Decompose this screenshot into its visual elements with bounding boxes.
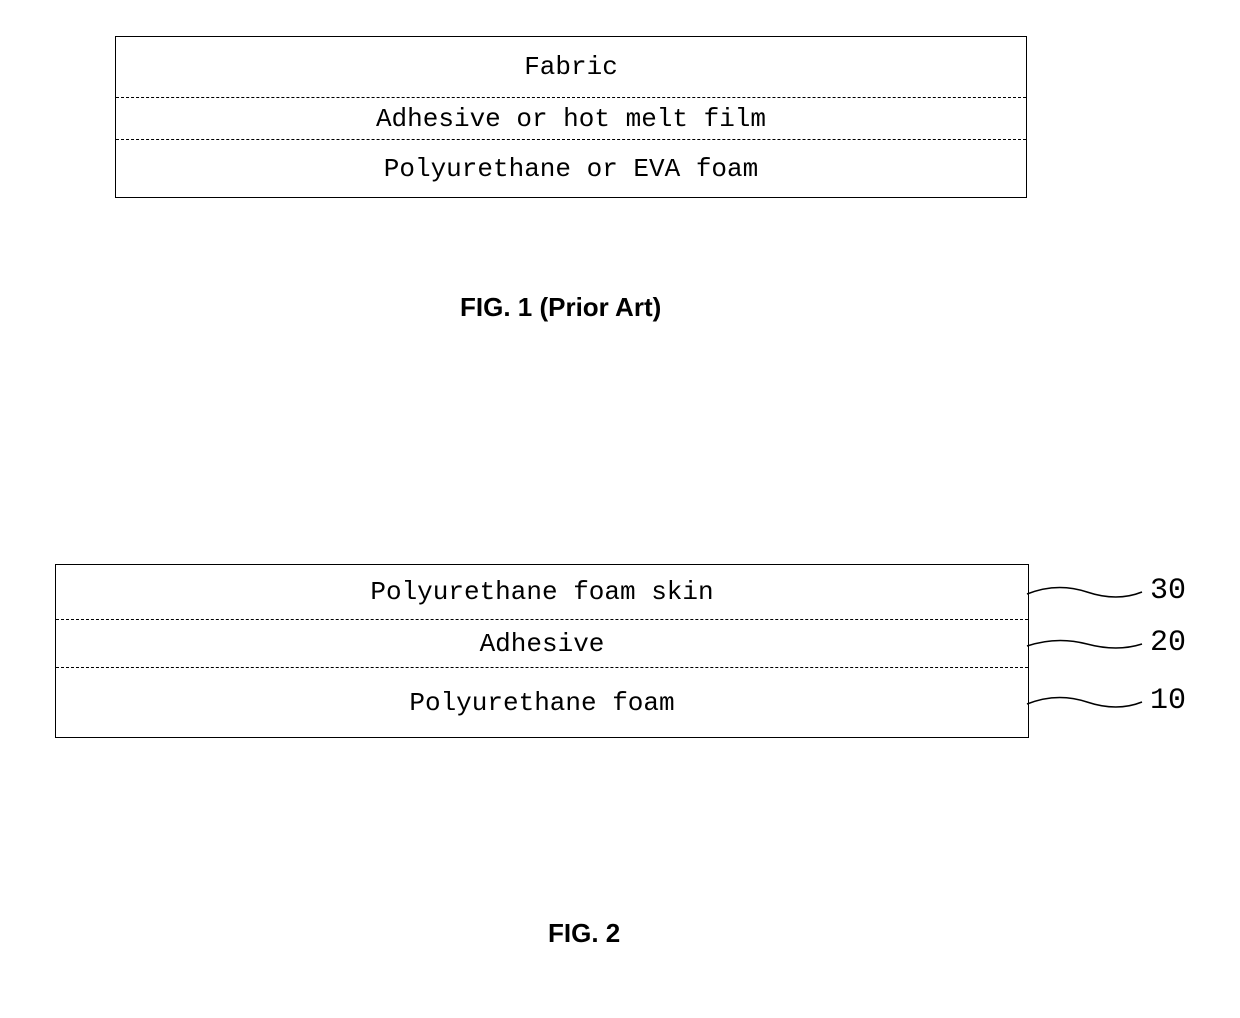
ref-10: 10	[1150, 684, 1186, 718]
ref-20: 20	[1150, 626, 1186, 660]
fig2-layer-foam: Polyurethane foam	[56, 667, 1028, 737]
leader-30	[1027, 582, 1142, 602]
fig1-layer-adhesive: Adhesive or hot melt film	[116, 97, 1026, 139]
fig2-layer-foam-label: Polyurethane foam	[409, 688, 674, 718]
leader-20	[1027, 634, 1142, 654]
figure2-caption: FIG. 2	[548, 918, 620, 949]
fig1-layer-adhesive-label: Adhesive or hot melt film	[376, 104, 766, 134]
fig2-layer-skin-label: Polyurethane foam skin	[370, 577, 713, 607]
fig2-layer-adhesive-label: Adhesive	[480, 629, 605, 659]
figure2-stack: Polyurethane foam skin Adhesive Polyuret…	[55, 564, 1029, 738]
fig1-layer-fabric: Fabric	[116, 37, 1026, 97]
fig1-layer-fabric-label: Fabric	[524, 52, 618, 82]
leader-10	[1027, 692, 1142, 712]
ref-30: 30	[1150, 574, 1186, 608]
figure1-stack: Fabric Adhesive or hot melt film Polyure…	[115, 36, 1027, 198]
fig1-layer-foam-label: Polyurethane or EVA foam	[384, 154, 758, 184]
fig2-layer-skin: Polyurethane foam skin	[56, 565, 1028, 619]
fig2-layer-adhesive: Adhesive	[56, 619, 1028, 667]
figure1-caption: FIG. 1 (Prior Art)	[460, 292, 661, 323]
fig1-layer-foam: Polyurethane or EVA foam	[116, 139, 1026, 197]
